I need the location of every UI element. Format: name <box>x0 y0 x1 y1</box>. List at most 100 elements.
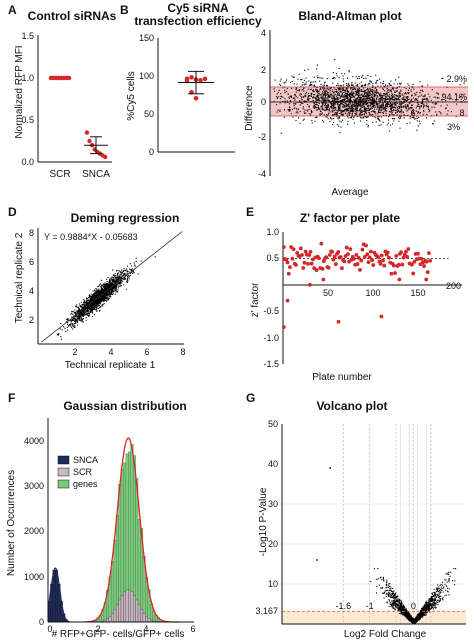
panel-c-point <box>330 93 332 95</box>
panel-f: F Gaussian distribution Number of Occurr… <box>6 391 196 640</box>
panel-c-point <box>339 85 341 87</box>
panel-c-point <box>417 112 419 114</box>
panel-d-point <box>109 289 111 291</box>
panel-c-point <box>416 98 418 100</box>
panel-c-point <box>353 111 355 113</box>
panel-c-point <box>373 106 375 108</box>
panel-c-point <box>343 99 345 101</box>
panel-d-point <box>96 295 99 297</box>
panel-f-bar-scr <box>145 616 148 623</box>
panel-d-point <box>77 321 79 323</box>
panel-d-point <box>93 293 95 295</box>
panel-e-point <box>336 319 341 324</box>
panel-c-point <box>392 106 394 108</box>
panel-c-point <box>333 95 335 97</box>
panel-c-point <box>355 103 357 105</box>
panel-c-point <box>344 103 346 105</box>
panel-c-point <box>351 112 353 114</box>
panel-d-point <box>85 307 87 309</box>
panel-e-point <box>285 298 290 303</box>
panel-d-point <box>108 294 110 296</box>
panel-c-point <box>358 92 360 94</box>
panel-c-point <box>340 111 342 113</box>
panel-d-point <box>134 265 136 267</box>
panel-d-point <box>100 296 102 298</box>
panel-c-point <box>329 96 331 99</box>
panel-c-point <box>399 111 401 113</box>
panel-c-point <box>371 113 374 116</box>
panel-d-point <box>110 283 112 285</box>
panel-d-point <box>85 303 87 305</box>
panel-c-point <box>391 92 393 94</box>
panel-c-point <box>291 80 293 83</box>
panel-c-point <box>349 94 351 96</box>
panel-c-point <box>390 105 392 107</box>
panel-g-point <box>447 572 449 574</box>
panel-c-point <box>351 110 353 112</box>
panel-g-point <box>424 612 426 614</box>
panel-c-point <box>361 98 363 101</box>
panel-g-point <box>425 606 427 608</box>
panel-c-point <box>330 106 332 108</box>
panel-c-point <box>371 99 373 101</box>
panel-d-point <box>116 284 118 286</box>
panel-d-point <box>101 299 103 301</box>
panel-d-point <box>68 325 70 327</box>
panel-c-point <box>396 111 398 113</box>
panel-c-point <box>323 98 325 100</box>
panel-d-point <box>97 299 99 301</box>
panel-c-point <box>332 102 334 105</box>
panel-d-point <box>98 292 100 294</box>
panel-c-point <box>407 106 409 108</box>
panel-c-point <box>323 100 325 102</box>
panel-c-point <box>339 86 341 89</box>
panel-c-point <box>346 109 348 111</box>
panel-a-title: Control siRNAs <box>28 9 117 23</box>
panel-c-point <box>305 81 307 83</box>
panel-c-point <box>368 95 370 97</box>
panel-c-point <box>361 76 363 78</box>
panel-d-point <box>116 277 118 279</box>
panel-f-bar-scr <box>118 599 122 623</box>
panel-c-point <box>356 85 359 87</box>
panel-c-point <box>289 107 291 109</box>
panel-d-point <box>85 319 87 321</box>
panel-d-point <box>79 313 81 315</box>
panel-c-point <box>351 93 353 95</box>
panel-c-point <box>437 101 439 103</box>
panel-d-point <box>117 275 119 277</box>
panel-f-bar-scr <box>120 595 124 623</box>
panel-d-point <box>105 294 107 296</box>
panel-c-xtick: 6 <box>410 108 415 118</box>
panel-c-point <box>382 102 384 104</box>
panel-c-point <box>331 104 333 106</box>
panel-c-point <box>455 115 457 118</box>
panel-c-point <box>388 130 390 132</box>
panel-c-point <box>356 83 358 85</box>
panel-c-point <box>366 92 368 95</box>
panel-c-point <box>422 98 424 100</box>
panel-c-point <box>357 78 359 80</box>
panel-d-point <box>89 309 91 311</box>
panel-c-point <box>394 90 396 92</box>
panel-d-point <box>118 270 120 272</box>
panel-d-point <box>126 279 128 281</box>
panel-d-point <box>120 280 122 282</box>
panel-c-point <box>437 96 439 99</box>
panel-c-point <box>415 98 417 100</box>
panel-c-point <box>325 116 327 118</box>
panel-d-point <box>77 318 79 320</box>
panel-d-point <box>115 277 117 279</box>
panel-c-point <box>325 108 327 110</box>
panel-g-point <box>395 605 397 607</box>
panel-c-point <box>362 117 364 119</box>
panel-d-point <box>70 319 72 321</box>
panel-c-point <box>331 118 333 120</box>
panel-c-point <box>339 120 341 122</box>
panel-c-point <box>351 89 354 91</box>
panel-c-point <box>391 96 393 98</box>
panel-c-point <box>342 113 344 115</box>
panel-d-point <box>87 306 89 308</box>
panel-c-point <box>294 103 296 105</box>
panel-d-point <box>86 301 88 303</box>
